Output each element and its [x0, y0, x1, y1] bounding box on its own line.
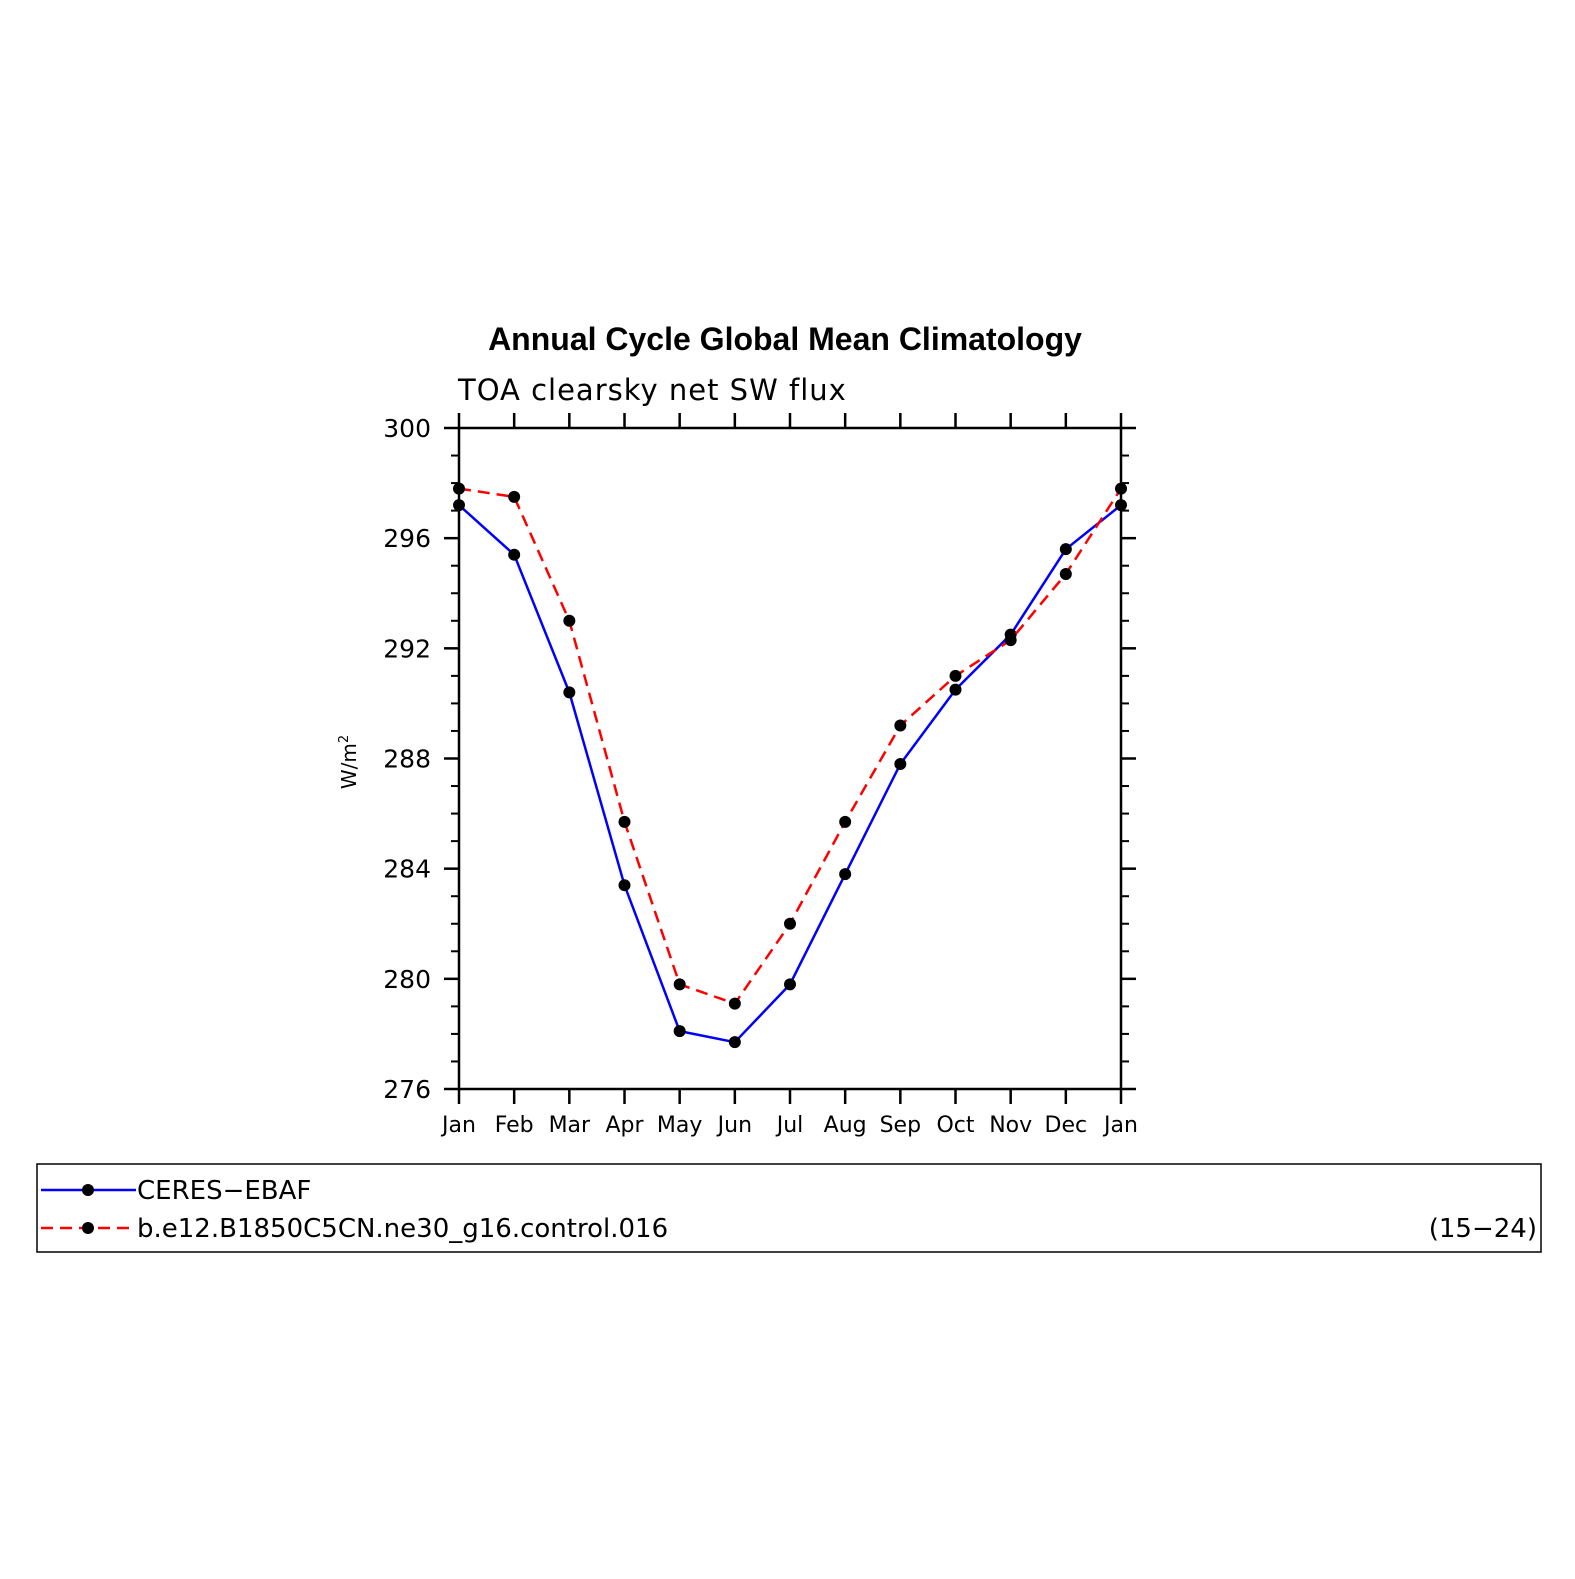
x-tick-label: Dec — [1045, 1113, 1088, 1138]
legend-label-2: b.e12.B1850C5CN.ne30_g16.control.016 — [137, 1214, 668, 1244]
data-point — [673, 1025, 686, 1038]
data-point — [784, 978, 796, 991]
y-tick-label: 292 — [383, 634, 431, 663]
data-point — [508, 490, 521, 503]
data-point — [453, 482, 465, 495]
x-tick-label: Jan — [1102, 1113, 1138, 1138]
data-point — [784, 917, 796, 930]
data-point — [508, 548, 521, 561]
x-tick-label: Sep — [880, 1113, 921, 1138]
data-point — [563, 686, 576, 699]
y-axis-label: W/m2 — [337, 735, 361, 789]
legend-label-1: CERES−EBAF — [137, 1176, 311, 1206]
x-tick-label: Oct — [936, 1113, 974, 1138]
chart-title: Annual Cycle Global Mean Climatology — [488, 321, 1082, 357]
data-point — [1059, 543, 1072, 556]
data-point — [453, 499, 465, 512]
y-tick-label: 296 — [383, 524, 431, 553]
series-layer — [453, 482, 1127, 1049]
data-point — [949, 683, 962, 696]
x-tick-label: Mar — [549, 1113, 591, 1138]
data-point — [1115, 482, 1127, 495]
legend-marker-2 — [82, 1222, 94, 1234]
data-point — [1115, 499, 1127, 512]
data-point — [839, 868, 852, 881]
x-tick-label: Feb — [495, 1113, 534, 1138]
data-point — [894, 758, 907, 771]
data-point — [728, 1036, 741, 1049]
y-tick-label: 288 — [383, 745, 431, 774]
x-tick-label: May — [657, 1113, 702, 1138]
legend: CERES−EBAF b.e12.B1850C5CN.ne30_g16.contr… — [36, 1163, 1542, 1253]
data-point — [563, 614, 576, 627]
axes: 276 280 284 288 292 296 300 Jan Feb Mar Apr May Jun J… — [337, 413, 1138, 1138]
data-point — [1004, 634, 1017, 647]
data-point — [728, 997, 741, 1010]
legend-box — [36, 1163, 1542, 1253]
x-tick-label: Jun — [716, 1113, 752, 1138]
x-tick-label: Jan — [440, 1113, 476, 1138]
y-tick-label: 284 — [383, 855, 431, 884]
legend-marker-1 — [82, 1184, 94, 1196]
data-point — [894, 719, 907, 732]
data-point — [618, 815, 631, 828]
x-tick-label: Aug — [824, 1113, 867, 1138]
data-point — [949, 669, 962, 682]
x-tick-label: Nov — [989, 1113, 1032, 1138]
series-line — [458, 504, 1122, 1044]
x-tick-label: Apr — [605, 1113, 644, 1138]
data-point — [1059, 567, 1072, 580]
y-tick-label: 280 — [383, 965, 431, 994]
x-tick-label: Jul — [775, 1113, 804, 1138]
series-2 — [453, 482, 1127, 1010]
data-point — [618, 879, 631, 892]
y-tick-label: 300 — [383, 414, 431, 443]
data-point — [673, 978, 686, 991]
data-point — [839, 815, 852, 828]
chart-subtitle: TOA clearsky net SW flux — [457, 373, 847, 407]
legend-note: (15−24) — [1429, 1214, 1537, 1244]
series-1 — [453, 499, 1127, 1049]
y-tick-label: 276 — [383, 1075, 431, 1104]
